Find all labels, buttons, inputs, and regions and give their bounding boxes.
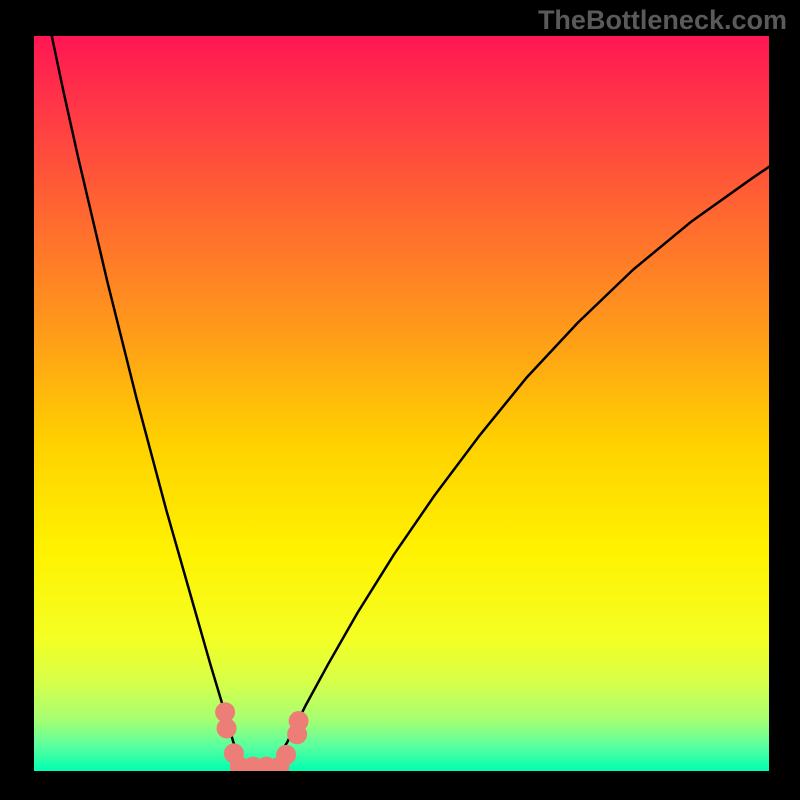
curve-marker [289, 711, 309, 731]
watermark-text: TheBottleneck.com [538, 5, 787, 36]
curve-marker [276, 745, 296, 765]
curve-marker [217, 718, 237, 738]
plot-gradient-area [34, 36, 769, 771]
chart-canvas [0, 0, 800, 800]
